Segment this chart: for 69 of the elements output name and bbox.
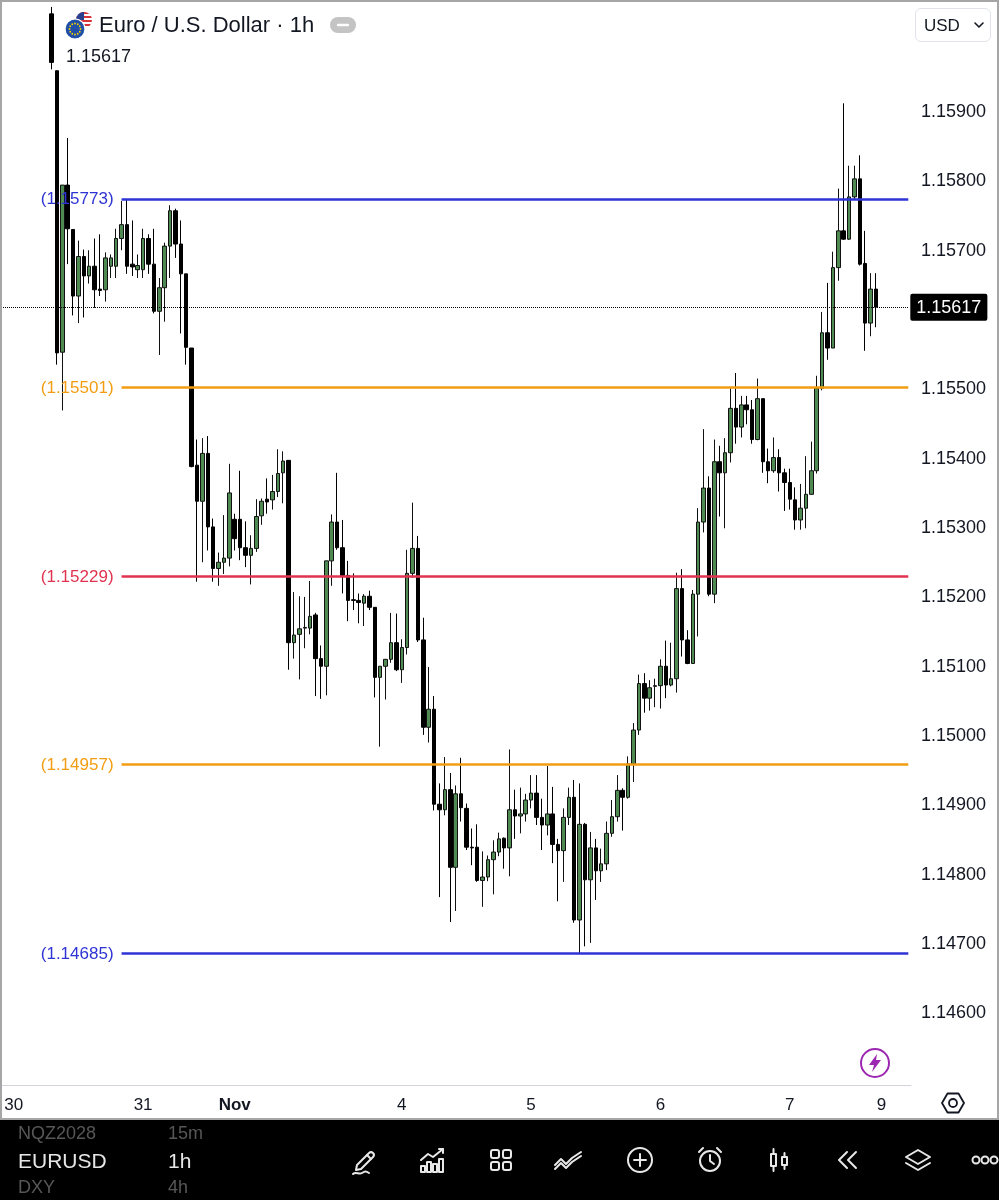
candlestick — [734, 372, 738, 445]
candlestick — [707, 475, 711, 597]
y-tick-label: 1.15500 — [921, 378, 987, 399]
y-tick-label: 1.15200 — [921, 586, 987, 607]
x-tick-label: Nov — [218, 1095, 252, 1114]
x-tick-label: 30 — [4, 1095, 24, 1114]
x-tick-label: 9 — [876, 1095, 887, 1114]
text: 1.15617 — [66, 46, 133, 67]
candlestick — [459, 757, 463, 823]
candlestick — [841, 102, 846, 241]
candlestick — [394, 613, 399, 672]
candlestick — [583, 822, 587, 947]
candlestick — [200, 437, 205, 563]
candlestick — [286, 459, 291, 671]
candlestick — [265, 477, 269, 515]
y-tick-label: 1.15300 — [921, 516, 987, 537]
candlestick — [771, 436, 776, 474]
candlestick — [577, 782, 582, 954]
ref-line-label: 1.15617 — [916, 297, 982, 318]
y-tick-label: 1.14800 — [921, 863, 987, 884]
y-tick-label: 1.15000 — [921, 724, 987, 745]
candlestick — [664, 640, 668, 699]
toolbar: NQZ2028 15m EURUSD 1h DXY 4h — [0, 1120, 999, 1200]
candlestick — [572, 779, 576, 924]
candlestick — [820, 311, 824, 391]
candlestick — [448, 772, 453, 923]
candlestick — [545, 765, 550, 836]
text: Euro / U.S. Dollar · 1h — [99, 12, 315, 38]
dropdown: USD — [915, 8, 991, 42]
y-tick-label: 1.15700 — [921, 239, 987, 260]
x-tick-label: 31 — [133, 1095, 153, 1114]
ref-line-label: (1.14957) — [40, 755, 114, 775]
candlestick — [443, 756, 447, 816]
y-tick-label: 1.14600 — [921, 1002, 987, 1023]
candlestick — [453, 785, 458, 912]
candlestick — [588, 831, 593, 944]
y-tick-label: 1.14700 — [921, 932, 987, 953]
x-tick-label: 5 — [526, 1095, 536, 1114]
y-tick-label: 1.14900 — [921, 794, 987, 815]
candlestick — [507, 748, 512, 877]
y-tick-label: 1.15900 — [921, 100, 987, 121]
candlestick — [259, 497, 264, 526]
x-tick-label: 6 — [655, 1095, 666, 1114]
candlestick — [739, 395, 744, 438]
candlestick — [755, 378, 760, 441]
candlestick — [87, 249, 91, 285]
y-tick-label: 1.15100 — [921, 655, 987, 676]
y-axis-title: USD — [924, 16, 960, 36]
candlestick — [76, 240, 81, 324]
candlestick — [362, 593, 366, 627]
candlestick — [712, 439, 717, 604]
candlestick — [281, 450, 285, 504]
candlestick — [49, 6, 54, 70]
candlestick — [502, 837, 506, 870]
candlestick — [620, 787, 625, 832]
candlestick — [647, 679, 652, 712]
y-tick-label: 1.15400 — [921, 447, 987, 468]
x-tick-label: 4 — [397, 1095, 407, 1114]
candlestick — [594, 838, 598, 901]
candlestick — [868, 272, 873, 337]
candlestick — [513, 789, 517, 840]
ref-line-label: (1.15229) — [40, 566, 114, 586]
x-tick-label: 7 — [785, 1095, 795, 1114]
candlestick — [642, 672, 647, 714]
candlestick — [626, 755, 630, 800]
ref-line-label: (1.14685) — [40, 943, 114, 963]
candlestick — [717, 445, 722, 517]
y-tick-label: 1.15800 — [921, 170, 987, 191]
candlestick — [426, 666, 431, 744]
